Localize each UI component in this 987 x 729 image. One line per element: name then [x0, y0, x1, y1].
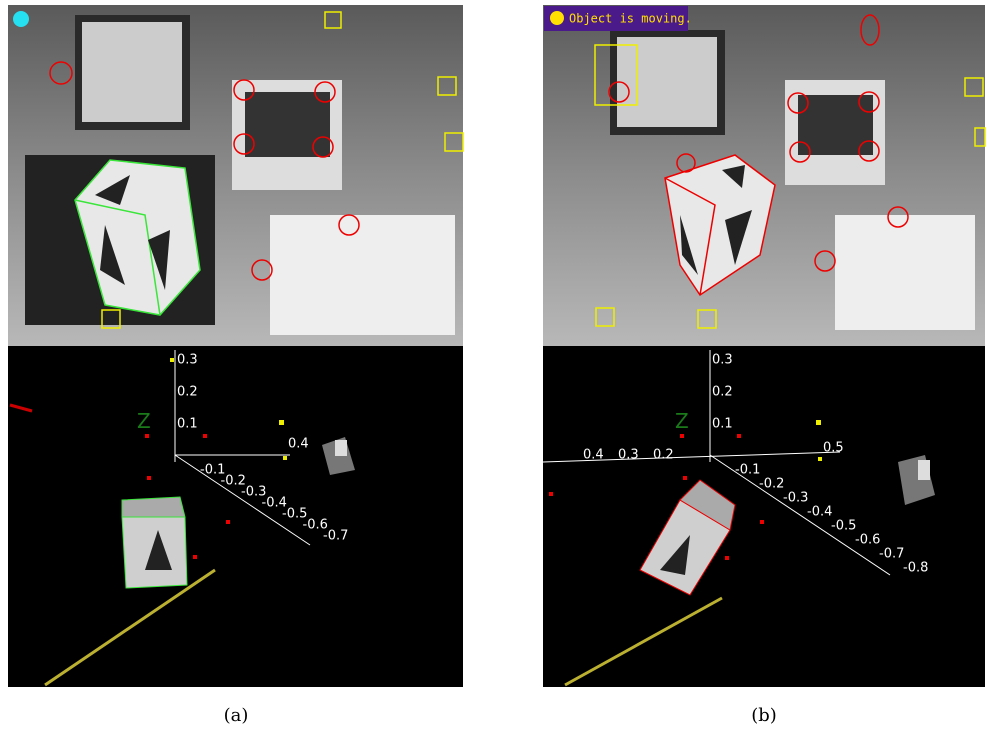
vertical-tick-label: 0.3: [712, 353, 733, 368]
plot-b: [543, 346, 985, 687]
horizontal-tick-label: 0.3: [618, 448, 639, 463]
diagonal-tick-label: -0.6: [855, 533, 880, 548]
camera-view-b: [543, 5, 986, 346]
camera-view-a: [8, 5, 464, 346]
vertical-tick-label: 0.1: [177, 417, 198, 432]
vertical-tick-label: 0.3: [177, 353, 198, 368]
caption: (b): [751, 705, 777, 726]
plot-a: [8, 346, 463, 687]
diagonal-tick-label: -0.8: [903, 561, 928, 576]
horizontal-tick-label: 0.4: [583, 448, 604, 463]
diagonal-tick-label: -0.3: [783, 491, 808, 506]
svg-text:Z: Z: [675, 409, 689, 433]
vertical-tick-label: 0.2: [712, 385, 733, 400]
diagonal-tick-label: -0.2: [221, 474, 246, 489]
diagonal-tick-label: -0.5: [831, 519, 856, 534]
diagonal-tick-label: -0.7: [879, 547, 904, 562]
svg-text:Z: Z: [137, 409, 151, 433]
diagonal-tick-label: -0.5: [282, 507, 307, 522]
vertical-tick-label: 0.1: [712, 417, 733, 432]
plot-a-scene: Z: [9, 350, 355, 687]
side-tick-label: 0.4: [288, 437, 309, 452]
status-text: Object is moving.: [569, 12, 692, 26]
side-tick-label: 0.5: [823, 441, 844, 456]
diagonal-tick-label: -0.6: [303, 518, 328, 533]
diagonal-tick-label: -0.1: [735, 463, 760, 478]
plot-b-scene: Z: [542, 350, 935, 687]
vertical-tick-label: 0.2: [177, 385, 198, 400]
diagonal-tick-label: -0.4: [807, 505, 832, 520]
diagonal-tick-label: -0.2: [759, 477, 784, 492]
horizontal-tick-label: 0.2: [653, 448, 674, 463]
diagonal-tick-label: -0.4: [262, 496, 287, 511]
caption: (a): [224, 705, 249, 726]
diagonal-tick-label: -0.3: [241, 485, 266, 500]
diagonal-tick-label: -0.7: [323, 529, 348, 544]
diagonal-tick-label: -0.1: [200, 463, 225, 478]
